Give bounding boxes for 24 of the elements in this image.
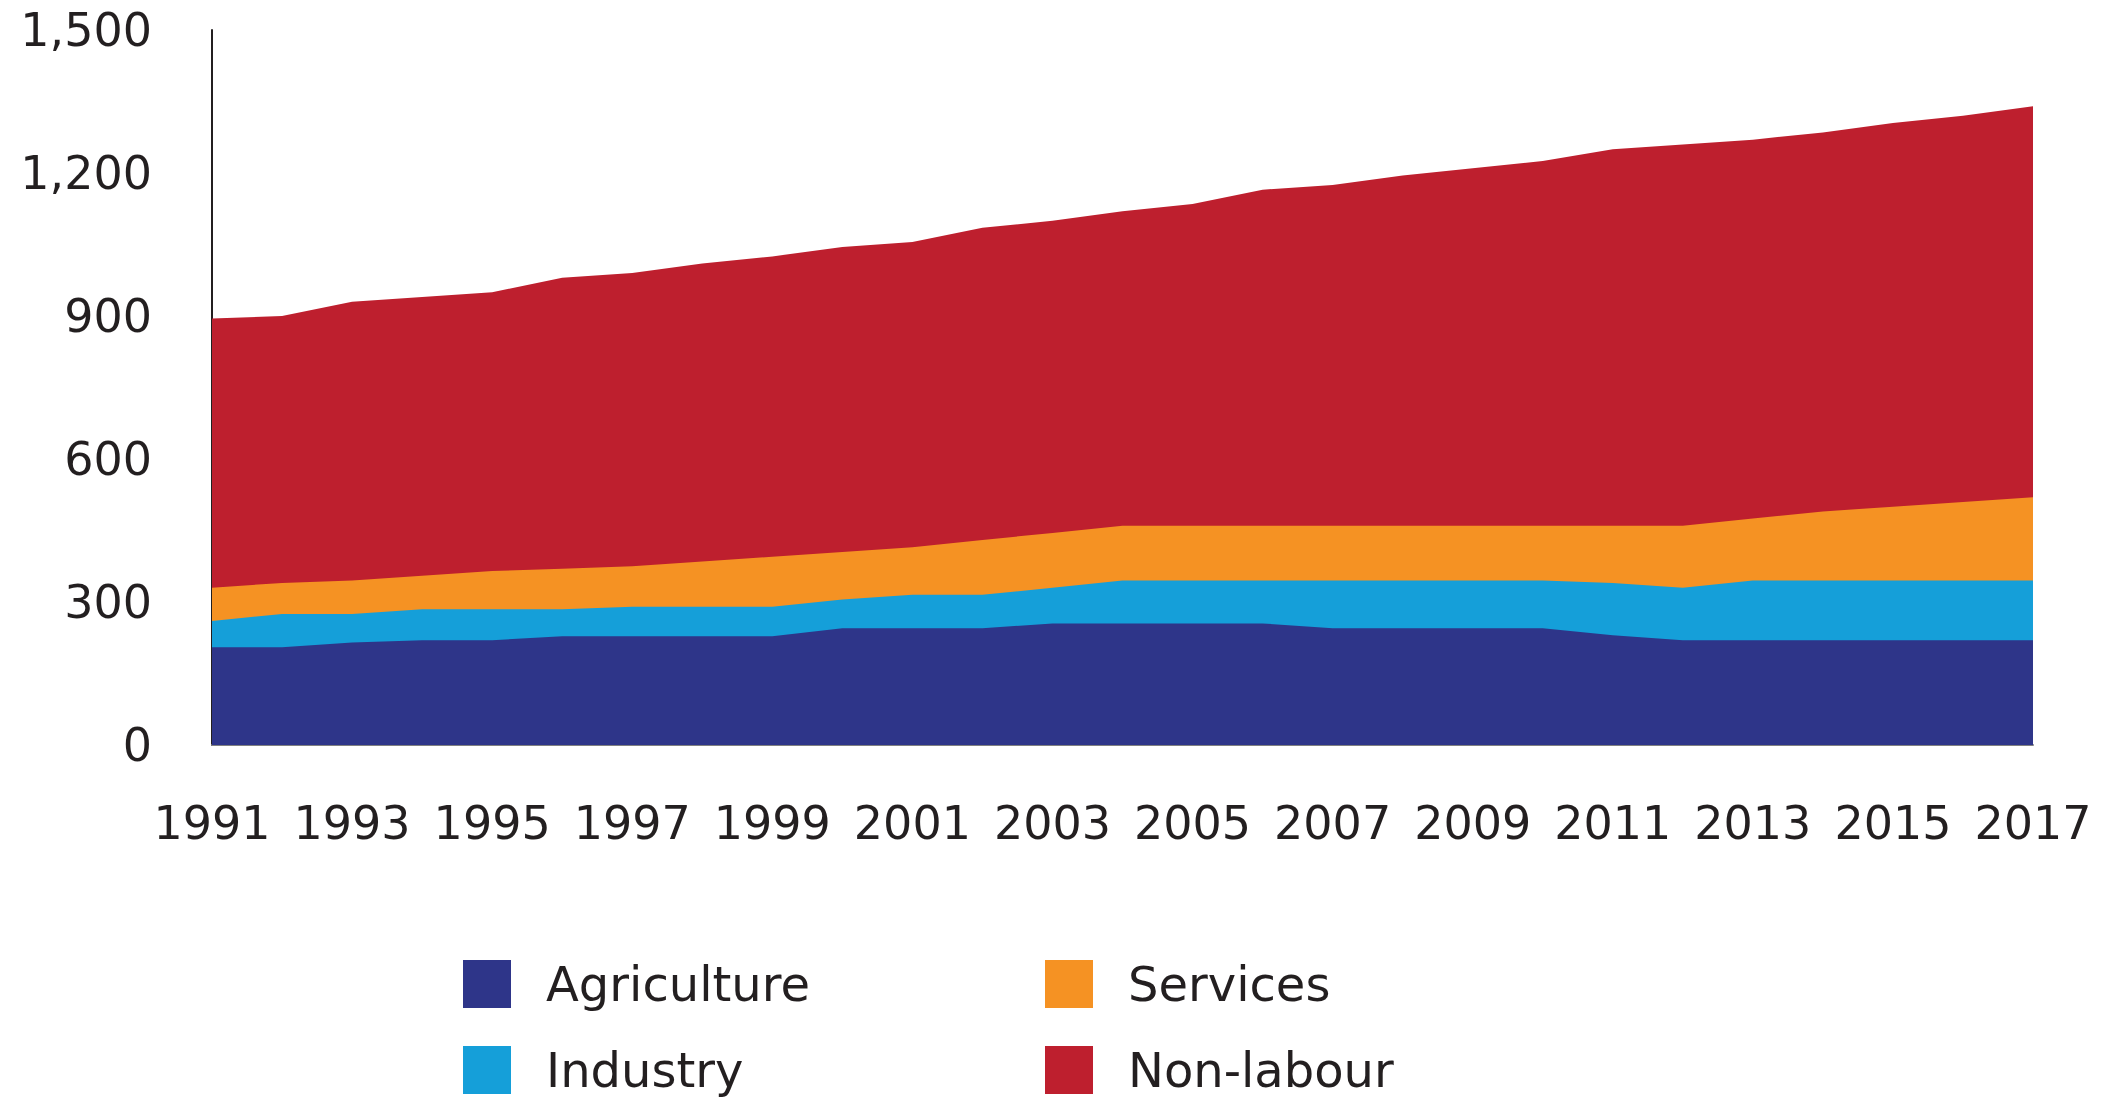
legend-label: Industry — [546, 1042, 744, 1098]
y-tick-label: 300 — [64, 575, 152, 629]
x-tick-label: 1997 — [573, 796, 691, 850]
y-tick-label: 1,500 — [20, 3, 152, 57]
x-tick-label: 2001 — [853, 796, 971, 850]
x-tick-label: 1999 — [713, 796, 831, 850]
x-tick-label: 2009 — [1414, 796, 1532, 850]
y-tick-label: 1,200 — [20, 146, 152, 200]
legend-label: Non-labour — [1128, 1042, 1395, 1098]
legend-label: Services — [1128, 956, 1331, 1012]
x-tick-label: 1995 — [433, 796, 551, 850]
y-tick-label: 600 — [64, 432, 152, 486]
x-tick-label: 2007 — [1274, 796, 1392, 850]
x-tick-label: 2005 — [1134, 796, 1252, 850]
x-tick-label: 1993 — [293, 796, 411, 850]
x-tick-label: 2013 — [1694, 796, 1812, 850]
x-tick-label: 2017 — [1974, 796, 2092, 850]
x-tick-label: 2015 — [1834, 796, 1952, 850]
y-tick-label: 900 — [64, 289, 152, 343]
x-tick-label: 1991 — [153, 796, 271, 850]
legend-label: Agriculture — [546, 956, 810, 1012]
y-tick-label: 0 — [122, 718, 152, 772]
x-tick-label: 2003 — [993, 796, 1111, 850]
x-tick-label: 2011 — [1554, 796, 1672, 850]
